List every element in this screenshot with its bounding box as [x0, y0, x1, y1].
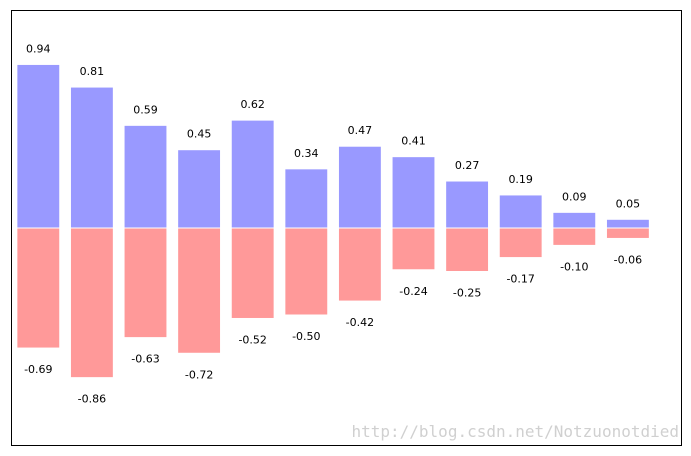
bar — [391, 227, 436, 271]
value-label: 0.45 — [187, 128, 212, 141]
bar — [69, 227, 114, 379]
bar — [177, 149, 222, 229]
value-label: 0.19 — [508, 173, 533, 186]
bar — [123, 124, 168, 229]
value-label: -0.86 — [78, 393, 106, 406]
bar — [123, 227, 168, 339]
bar — [552, 211, 597, 229]
value-label: 0.09 — [562, 190, 587, 203]
axes-frame — [11, 10, 682, 446]
bar — [605, 218, 650, 229]
value-label: -0.69 — [24, 363, 52, 376]
value-label: -0.24 — [399, 285, 427, 298]
bar — [445, 180, 490, 229]
bar — [177, 227, 222, 354]
value-label: -0.63 — [131, 353, 159, 366]
bar — [16, 63, 61, 229]
bar — [230, 227, 275, 319]
value-label: 0.47 — [348, 124, 373, 137]
value-label: -0.17 — [506, 273, 534, 286]
value-label: -0.52 — [238, 333, 266, 346]
value-label: 0.41 — [401, 135, 426, 148]
bar — [16, 227, 61, 349]
plot-area: 0.94 0.81 0.59 0.45 0.62 0.34 0.47 0.41 0.27 0.19… — [16, 42, 650, 406]
value-label: -0.06 — [614, 253, 642, 266]
bar — [337, 227, 382, 302]
value-label: -0.10 — [560, 260, 588, 273]
value-label: 0.62 — [240, 98, 265, 111]
value-label: -0.50 — [292, 330, 320, 343]
bar — [445, 227, 490, 272]
value-label: -0.25 — [453, 287, 481, 300]
bar — [337, 145, 382, 229]
value-label: 0.81 — [80, 65, 105, 78]
bar — [284, 227, 329, 316]
bar — [230, 119, 275, 229]
watermark: http://blog.csdn.net/Notzuonotdied — [351, 422, 679, 441]
value-label: 0.34 — [294, 147, 319, 160]
bar — [69, 86, 114, 229]
value-label: -0.42 — [346, 316, 374, 329]
bar — [498, 227, 543, 259]
bar — [605, 227, 650, 239]
bar — [284, 168, 329, 229]
bar — [552, 227, 597, 246]
value-label: 0.05 — [616, 197, 641, 210]
value-label: 0.59 — [133, 103, 158, 116]
bar — [391, 156, 436, 229]
value-label: 0.94 — [26, 42, 51, 55]
value-label: -0.72 — [185, 368, 213, 381]
value-label: 0.27 — [455, 159, 480, 172]
bar — [498, 194, 543, 229]
